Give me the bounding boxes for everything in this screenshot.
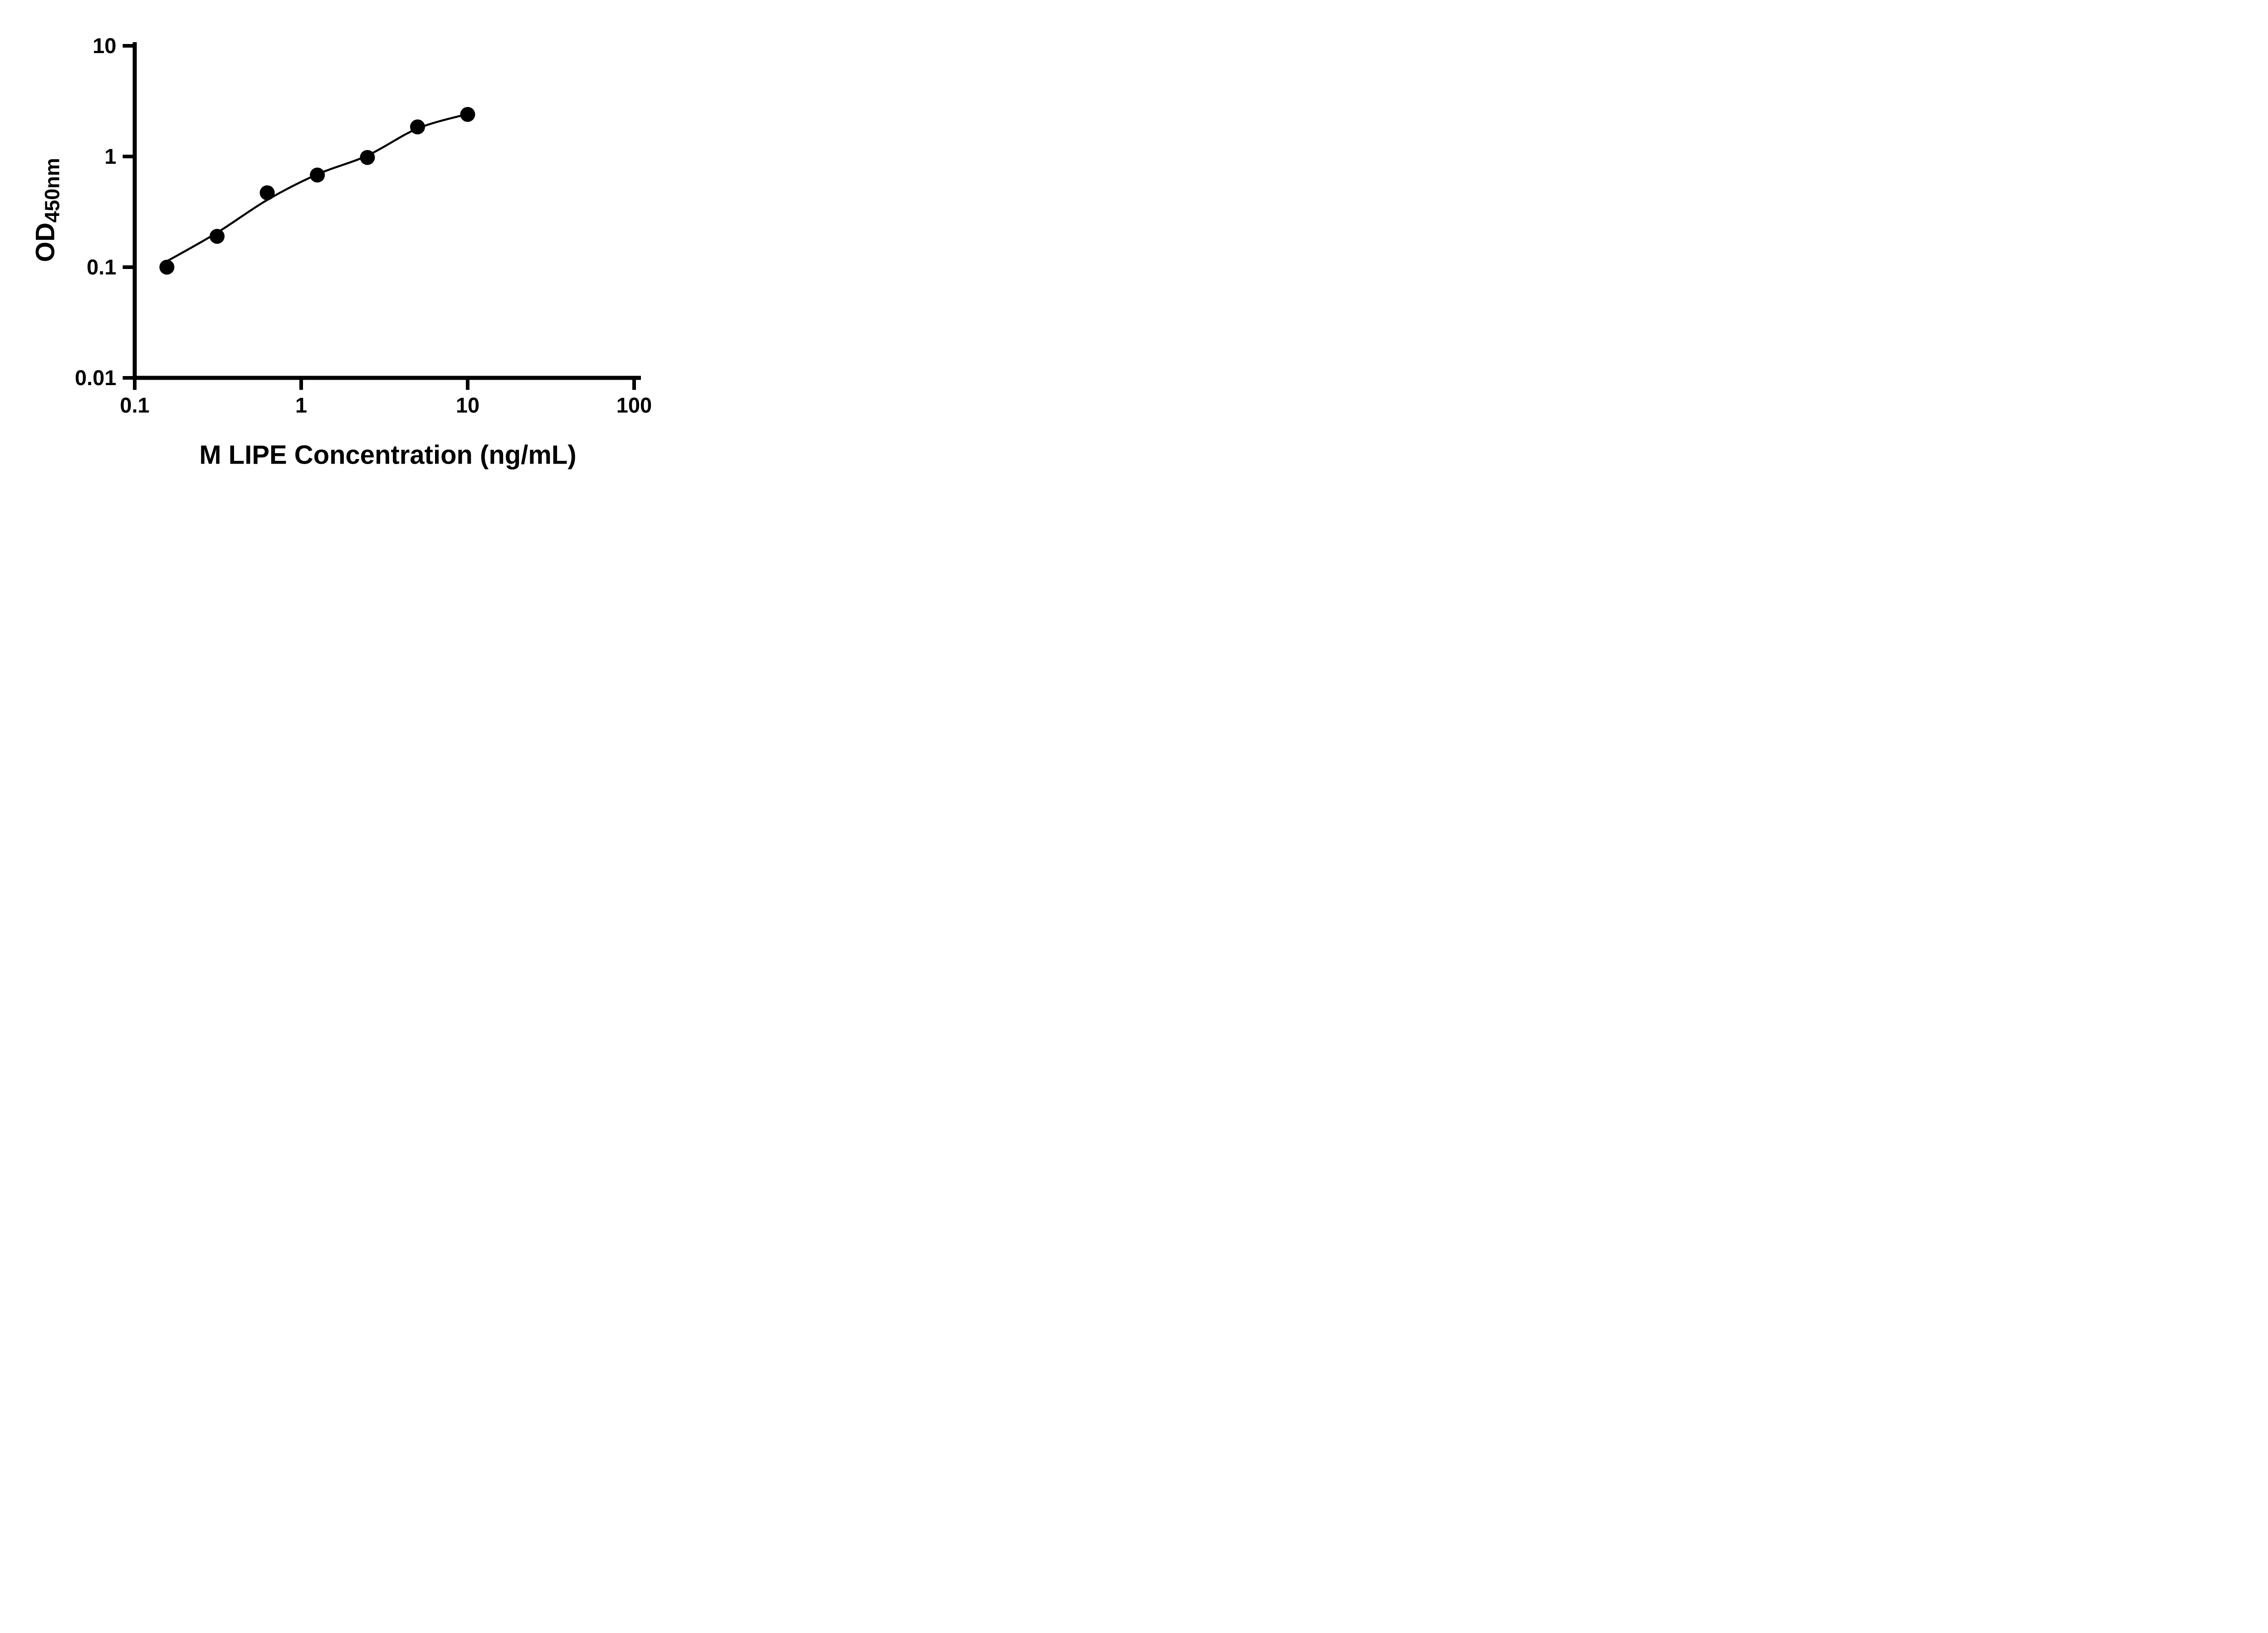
y-axis-tick-label: 0.01 xyxy=(75,366,116,390)
y-axis-title-main: OD xyxy=(30,222,60,262)
x-axis-tick-label: 0.1 xyxy=(120,393,149,417)
data-point xyxy=(360,150,375,165)
data-point xyxy=(259,185,275,200)
y-axis-title-subscript: 450nm xyxy=(40,158,64,223)
axes-spines xyxy=(132,42,641,380)
y-axis-tick-label: 0.1 xyxy=(87,255,116,279)
data-point xyxy=(460,107,475,122)
data-point xyxy=(210,229,225,244)
y-axis-tick-label: 1 xyxy=(104,144,116,168)
data-point xyxy=(159,259,175,275)
x-axis-tick-label: 100 xyxy=(616,393,652,417)
data-point xyxy=(410,119,425,135)
elisa-standard-curve-figure: 0.01 0.1 1 10 0.1 1 10 100 M LIPE Concentration… xyxy=(0,0,699,490)
data-point xyxy=(310,167,325,183)
y-axis-tick-label: 10 xyxy=(93,34,116,58)
x-axis-title: M LIPE Concentration (ng/mL) xyxy=(199,440,577,470)
x-axis-tick-label: 10 xyxy=(456,393,479,417)
y-axis-title: OD450nm xyxy=(30,158,64,262)
x-axis-tick-label: 1 xyxy=(295,393,307,417)
